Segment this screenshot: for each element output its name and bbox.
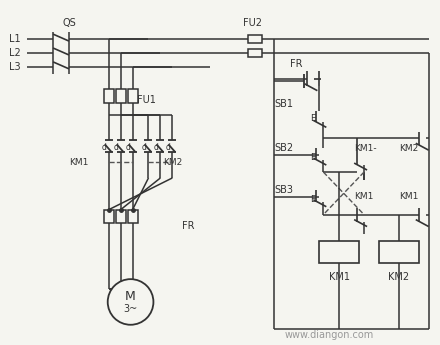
- Text: d: d: [114, 143, 118, 152]
- Text: KM1: KM1: [399, 192, 418, 201]
- Text: FR: FR: [290, 59, 302, 69]
- Text: KM1: KM1: [329, 272, 350, 282]
- Text: SB1: SB1: [275, 99, 293, 109]
- Text: SB3: SB3: [275, 185, 293, 195]
- Text: KM2: KM2: [399, 144, 418, 153]
- Bar: [248, 35, 262, 43]
- Text: d: d: [142, 143, 147, 152]
- Text: FU2: FU2: [243, 18, 262, 28]
- Text: L3: L3: [9, 62, 21, 72]
- Text: www.diangon.com: www.diangon.com: [285, 330, 374, 340]
- Text: E: E: [311, 114, 316, 123]
- Text: E: E: [311, 195, 316, 204]
- Text: d: d: [154, 143, 158, 152]
- Circle shape: [108, 279, 154, 325]
- Bar: [116, 210, 125, 223]
- Text: d: d: [102, 143, 106, 152]
- Bar: [379, 241, 419, 263]
- Bar: [104, 89, 114, 102]
- Bar: [319, 241, 359, 263]
- Bar: [248, 49, 262, 57]
- Text: d: d: [165, 143, 170, 152]
- Text: KM1-: KM1-: [354, 144, 377, 153]
- Text: KM2: KM2: [389, 272, 410, 282]
- Text: SB2: SB2: [275, 143, 294, 153]
- Bar: [116, 89, 125, 102]
- Bar: [128, 89, 138, 102]
- Text: d: d: [125, 143, 131, 152]
- Text: E: E: [311, 152, 316, 161]
- Text: KM2: KM2: [163, 158, 183, 167]
- Bar: [104, 210, 114, 223]
- Text: L2: L2: [9, 48, 21, 58]
- Text: 3~: 3~: [124, 304, 138, 314]
- Text: QS: QS: [63, 18, 77, 28]
- Text: M: M: [125, 290, 136, 304]
- Text: L1: L1: [9, 34, 21, 44]
- Text: KM1: KM1: [69, 158, 88, 167]
- Bar: [128, 210, 138, 223]
- Text: FU1: FU1: [136, 95, 155, 105]
- Text: KM1: KM1: [354, 192, 374, 201]
- Text: FR: FR: [182, 220, 195, 230]
